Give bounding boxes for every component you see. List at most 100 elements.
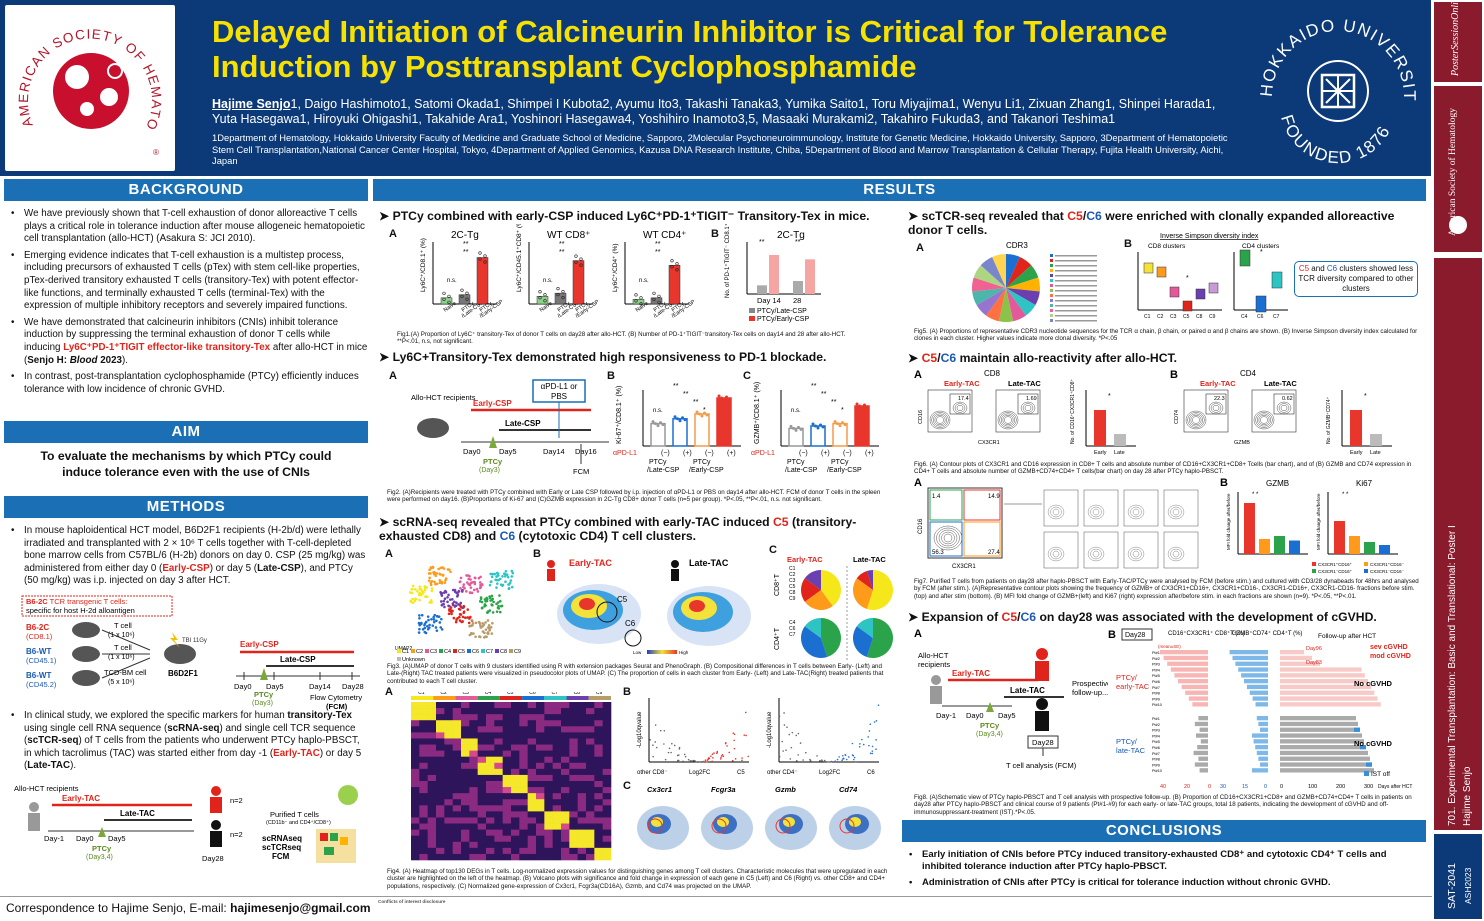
umap-point [485, 596, 489, 600]
cluster-bar [566, 696, 589, 700]
heatmap-cell [561, 847, 570, 855]
svg-text:(1 x 10⁶): (1 x 10⁶) [108, 632, 135, 639]
legend-label: PTCy/Late-CSP [757, 308, 807, 315]
sig-label: n.s. [639, 278, 649, 284]
umap-point [467, 574, 470, 577]
heatmap-cell [411, 738, 420, 745]
bar [476, 257, 489, 305]
heatmap-cell [419, 829, 428, 836]
heatmap-cell [452, 817, 462, 824]
legend-text-line [1055, 285, 1097, 287]
heatmap-cell [419, 738, 428, 745]
y-axis-label: -Log10qvalue [637, 711, 643, 748]
heatmap-cell [569, 702, 578, 709]
fig6-caption: Fig6. (A) Contour plots of CX3CR1 and CD… [914, 461, 1412, 476]
svg-text:Day5: Day5 [108, 834, 126, 843]
heatmap-cell [452, 726, 462, 733]
heatmap-cell [552, 847, 562, 855]
column-header: GZMB⁺CD74⁺ CD4⁺T (%) [1232, 630, 1302, 637]
heatmap-cell [602, 762, 612, 770]
box [1169, 286, 1180, 298]
heatmap-cell [561, 774, 570, 782]
heatmap-cell [577, 847, 587, 855]
umap-point [454, 620, 458, 624]
sig-label: ** [463, 249, 469, 256]
heatmap-cell [494, 811, 503, 818]
umap-point [433, 580, 436, 584]
aim-text: To evaluate the mechanisms by which PTCy… [4, 446, 368, 492]
umap-point [489, 625, 493, 629]
heatmap-cell [544, 787, 553, 794]
pie-slice [801, 578, 821, 602]
heatmap-cell [419, 732, 428, 739]
data-point [799, 427, 803, 431]
svg-text:(CD45.2): (CD45.2) [26, 680, 57, 689]
patient-label: Pt#1 [1152, 651, 1160, 655]
umap-point [414, 587, 417, 591]
volcano-point [707, 758, 709, 761]
heatmap-cell [527, 823, 537, 830]
umap-point [495, 571, 499, 575]
heatmap-cell [561, 781, 570, 788]
poster-session-online-badge: PosterSessionOnline [1434, 0, 1482, 82]
heatmap-cell [569, 817, 578, 824]
cd8-bar [1174, 673, 1208, 678]
umap-point [430, 587, 434, 590]
heatmap-cell [444, 853, 453, 861]
umap-point [465, 590, 468, 593]
data-point [855, 402, 859, 406]
group-label: Late-TAC [1008, 379, 1041, 388]
legend-swatch [397, 657, 401, 661]
heatmap-cell [602, 841, 612, 849]
contour-line [1172, 550, 1180, 558]
heatmap-cell [586, 835, 595, 843]
contour-line [1187, 412, 1205, 428]
aim-header: AIM [4, 421, 368, 443]
data-point [673, 415, 677, 419]
umap-point [434, 626, 438, 629]
heatmap-cell [494, 823, 503, 830]
heatmap-cell [444, 750, 453, 757]
population-label: CD4 [1240, 369, 1257, 378]
umap-point [441, 574, 445, 577]
heatmap-cell [477, 799, 487, 806]
umap-point [440, 603, 444, 606]
x-tick-label: 40 [1160, 784, 1166, 790]
heatmap-cell [436, 702, 445, 709]
heatmap-cell [419, 835, 428, 843]
umap-point [496, 601, 500, 604]
heatmap-cell [427, 744, 437, 751]
heatmap-cell [594, 726, 603, 733]
heatmap-cell [419, 853, 428, 861]
umap-point [410, 587, 414, 591]
heatmap-cell [586, 841, 595, 849]
umap-point [510, 569, 514, 573]
followup-bar [1280, 655, 1312, 661]
heatmap-cell [544, 708, 553, 715]
panel-title: 2C-Tg [451, 230, 479, 241]
heatmap-cell [577, 805, 587, 812]
heatmap-cell [461, 750, 470, 757]
volcano-point [869, 752, 872, 755]
heatmap-cell [477, 853, 487, 861]
volcano-point [871, 750, 874, 752]
volcano-point [791, 731, 794, 734]
legend-swatch [1050, 304, 1053, 307]
heatmap-cell [536, 768, 545, 776]
volcano-point [673, 744, 676, 747]
heatmap-cell [452, 811, 462, 818]
heatmap-cell [411, 726, 420, 733]
umap-point [432, 571, 435, 574]
svg-text:Day-1: Day-1 [936, 711, 956, 720]
x-tick-label: Early [1094, 450, 1107, 456]
y-axis-label: CD16 [918, 410, 924, 424]
mean-label: (mean±SE) [1158, 644, 1181, 649]
x-tick-label: Early [1350, 450, 1363, 456]
svg-text:(Day3): (Day3) [252, 700, 273, 707]
heatmap-cell [444, 799, 453, 806]
x-tick-label: 300 [1364, 784, 1373, 790]
heatmap-cell [527, 762, 537, 770]
svg-text:Flow Cytometry: Flow Cytometry [310, 693, 362, 702]
email-link[interactable]: hajimesenjo@gmail.com [230, 901, 371, 915]
